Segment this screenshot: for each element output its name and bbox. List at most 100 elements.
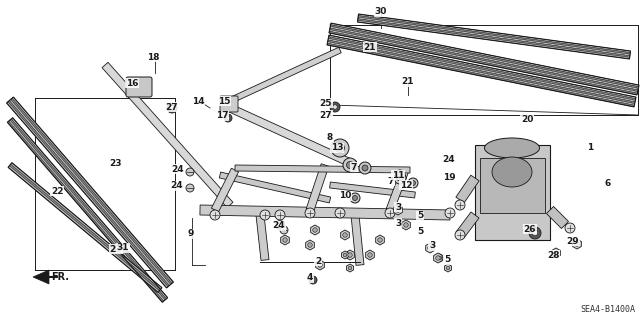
Circle shape [331, 139, 349, 157]
Text: 21: 21 [364, 42, 376, 51]
Polygon shape [200, 205, 450, 220]
Polygon shape [11, 98, 172, 285]
Polygon shape [387, 169, 409, 211]
Text: 5: 5 [444, 256, 450, 264]
Circle shape [226, 116, 230, 120]
Polygon shape [351, 215, 364, 265]
Circle shape [311, 278, 315, 282]
Text: 9: 9 [188, 229, 194, 239]
Polygon shape [220, 172, 331, 203]
Text: 31: 31 [116, 243, 129, 253]
Ellipse shape [492, 157, 532, 187]
Polygon shape [331, 23, 639, 87]
Text: 20: 20 [521, 115, 533, 123]
Text: 24: 24 [172, 165, 184, 174]
FancyBboxPatch shape [126, 77, 152, 97]
Text: 27: 27 [166, 102, 179, 112]
Circle shape [343, 233, 348, 237]
Polygon shape [316, 260, 324, 270]
Polygon shape [327, 42, 635, 105]
Circle shape [396, 208, 400, 212]
Polygon shape [358, 20, 630, 59]
Circle shape [308, 243, 312, 247]
Circle shape [348, 253, 352, 257]
Circle shape [167, 103, 177, 113]
Text: 23: 23 [109, 159, 122, 167]
Text: 3: 3 [429, 241, 435, 250]
Circle shape [343, 253, 347, 257]
Polygon shape [330, 26, 638, 90]
Polygon shape [7, 121, 164, 302]
Circle shape [224, 114, 232, 122]
Circle shape [575, 242, 579, 246]
Text: 12: 12 [400, 181, 412, 189]
Text: 15: 15 [218, 97, 230, 106]
Text: 6: 6 [605, 179, 611, 188]
Text: 1: 1 [587, 144, 593, 152]
Text: 5: 5 [417, 211, 423, 220]
Polygon shape [456, 175, 479, 203]
Circle shape [397, 175, 403, 181]
Text: 24: 24 [171, 182, 183, 190]
Circle shape [445, 208, 455, 218]
Polygon shape [358, 17, 630, 56]
Text: 17: 17 [216, 112, 228, 121]
Polygon shape [8, 166, 159, 292]
Polygon shape [346, 264, 353, 272]
Text: 23: 23 [109, 244, 122, 254]
Polygon shape [329, 35, 636, 99]
Polygon shape [328, 38, 636, 102]
Circle shape [348, 266, 352, 270]
Polygon shape [12, 97, 173, 283]
Text: 29: 29 [566, 236, 579, 246]
Circle shape [278, 223, 282, 227]
Circle shape [428, 246, 432, 250]
Text: 26: 26 [524, 225, 536, 234]
Circle shape [455, 230, 465, 240]
Circle shape [359, 162, 371, 174]
Polygon shape [10, 164, 161, 291]
Polygon shape [445, 264, 451, 272]
Circle shape [186, 184, 194, 192]
Polygon shape [330, 182, 415, 198]
Circle shape [368, 253, 372, 257]
Text: 24: 24 [443, 155, 455, 165]
Polygon shape [8, 100, 170, 287]
Text: 24: 24 [273, 221, 285, 231]
Polygon shape [256, 215, 269, 260]
Polygon shape [573, 239, 581, 249]
Text: 13: 13 [331, 144, 343, 152]
Circle shape [455, 200, 465, 210]
Polygon shape [342, 251, 348, 259]
Polygon shape [235, 165, 410, 173]
Polygon shape [211, 168, 239, 212]
Polygon shape [358, 19, 630, 57]
Polygon shape [547, 206, 568, 228]
Circle shape [309, 276, 317, 284]
Circle shape [305, 208, 315, 218]
Circle shape [397, 173, 403, 177]
Circle shape [394, 172, 406, 184]
Text: 14: 14 [192, 97, 204, 106]
Circle shape [335, 144, 344, 152]
Polygon shape [346, 250, 355, 260]
Circle shape [317, 263, 323, 267]
Circle shape [395, 170, 405, 180]
Polygon shape [310, 225, 319, 235]
Polygon shape [436, 254, 444, 262]
FancyBboxPatch shape [220, 96, 238, 112]
Circle shape [408, 178, 418, 188]
Polygon shape [402, 220, 410, 230]
Text: 30: 30 [375, 8, 387, 17]
Text: 4: 4 [307, 273, 313, 283]
Circle shape [335, 208, 345, 218]
Polygon shape [365, 250, 374, 260]
Polygon shape [10, 100, 171, 286]
Text: SEA4-B1400A: SEA4-B1400A [580, 305, 635, 314]
Circle shape [170, 106, 174, 110]
Circle shape [532, 230, 538, 236]
Text: 3: 3 [395, 219, 401, 227]
Polygon shape [330, 30, 637, 93]
Circle shape [404, 223, 408, 227]
Polygon shape [330, 28, 638, 92]
